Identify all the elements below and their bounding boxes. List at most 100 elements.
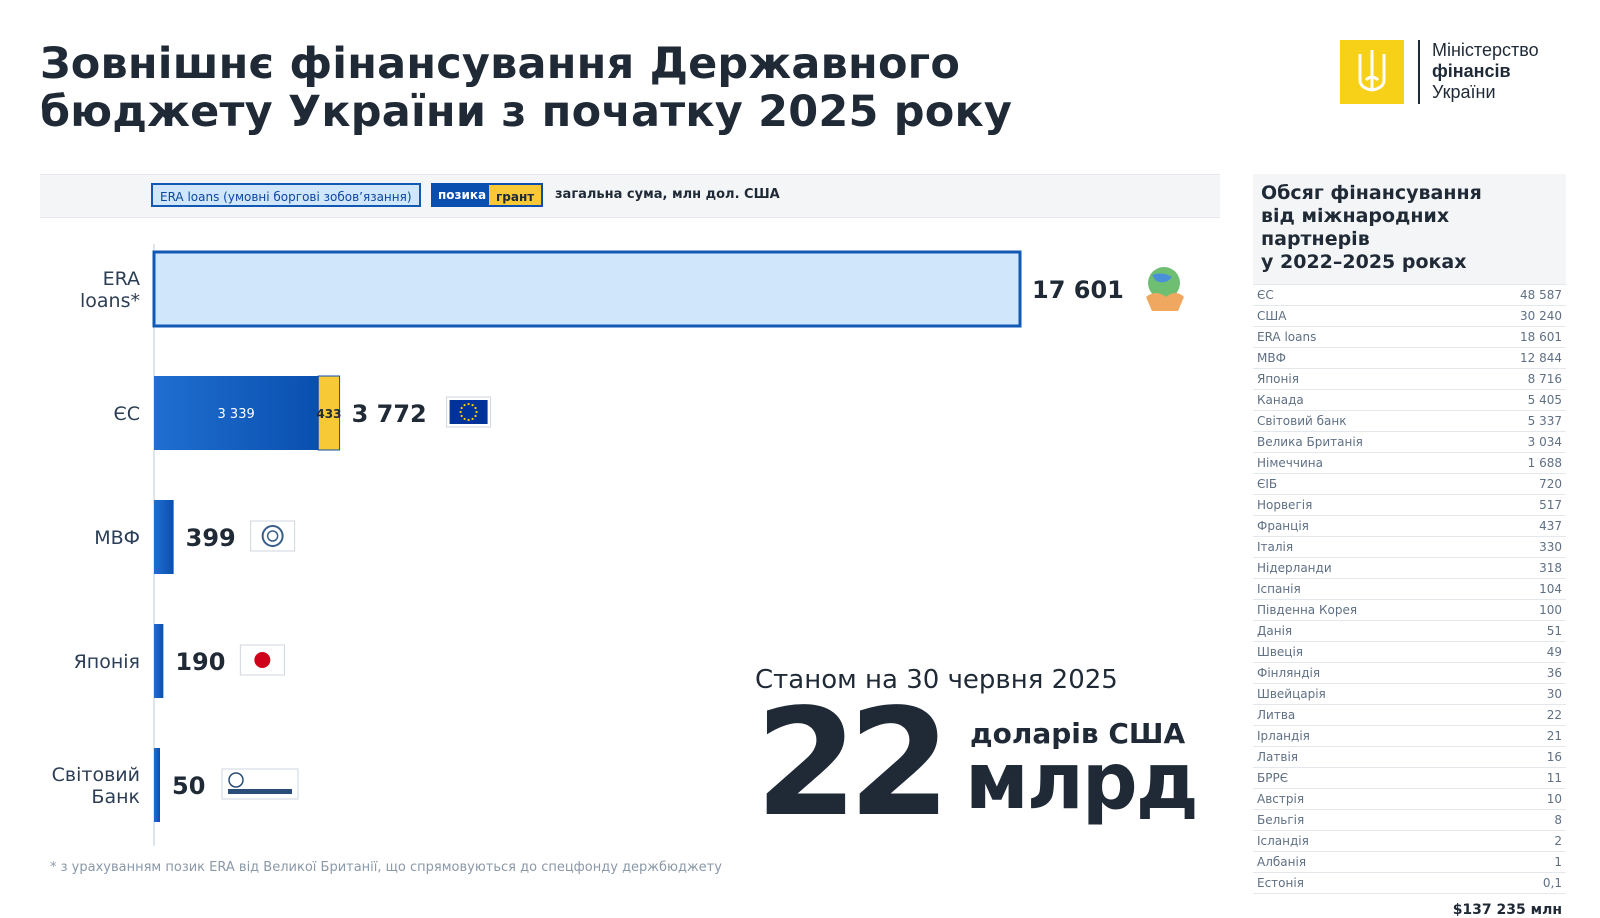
bar-loan [154, 624, 164, 698]
category-label-line: ERA [103, 268, 140, 290]
ministry-name-line-2: фінансів [1432, 61, 1511, 81]
partner-value: 49 [1546, 645, 1562, 659]
category-label-line: МВФ [94, 527, 140, 549]
partner-value: 10 [1546, 792, 1562, 806]
bar-loan [154, 748, 160, 822]
bar-total-label: 50 [172, 772, 205, 800]
category-label-line: Японія [74, 651, 140, 673]
partner-name: БРРЄ [1257, 771, 1289, 785]
partner-name: ERA loans [1257, 330, 1317, 344]
page-title-line-2: бюджету України з початку 2025 року [40, 87, 1013, 137]
partners-title-line-1: Обсяг фінансування [1261, 182, 1482, 204]
partner-name: Естонія [1257, 876, 1304, 890]
partner-name: Франція [1257, 519, 1309, 533]
partners-row: Франція 437 [1253, 516, 1566, 537]
partner-value: 330 [1539, 540, 1562, 554]
partner-value: 36 [1546, 666, 1562, 680]
category-label-line: ЄС [113, 403, 140, 425]
partner-name: Бельгія [1257, 813, 1305, 827]
partner-value: 517 [1539, 498, 1562, 512]
partners-row: Албанія 1 [1253, 852, 1566, 873]
partner-value: 21 [1546, 729, 1562, 743]
chart-legend: ERA loans (умовні боргові зобов’язання) … [40, 174, 1220, 218]
partners-row: ЄС 48 587 [1253, 285, 1566, 306]
category-label: ЄС [113, 403, 140, 425]
partner-value: 18 601 [1520, 330, 1562, 344]
logo-divider [1418, 40, 1420, 104]
partner-name: Ісландія [1257, 834, 1309, 848]
page-title-line-1: Зовнішнє фінансування Державного [40, 39, 961, 89]
partners-title-line-3: у 2022–2025 роках [1261, 251, 1467, 273]
world-bank-logo-icon [221, 768, 299, 800]
page-title: Зовнішнє фінансування Державного бюджету… [40, 40, 1040, 136]
category-label: Японія [74, 651, 140, 673]
imf-logo-icon [250, 520, 296, 552]
partner-name: Литва [1257, 708, 1296, 722]
bar-total-label: 190 [175, 648, 225, 676]
partners-row: БРРЄ 11 [1253, 768, 1566, 789]
partner-name: ЄС [1257, 288, 1274, 302]
partner-value: 0,1 [1542, 876, 1562, 890]
partner-value: 3 034 [1527, 435, 1562, 449]
partners-row: Ірландія 21 [1253, 726, 1566, 747]
bar-total-label: 3 772 [352, 400, 427, 428]
partner-name: Швеція [1257, 645, 1304, 659]
bar-loan-label: 3 339 [218, 407, 255, 422]
partner-name: Латвія [1257, 750, 1298, 764]
category-label-line: Банк [91, 786, 140, 808]
partner-name: Світовий банк [1257, 414, 1347, 428]
bar-era-loans [152, 250, 1022, 328]
partners-row: Італія 330 [1253, 537, 1566, 558]
partner-value: 5 405 [1527, 393, 1562, 407]
partner-name: Японія [1257, 372, 1299, 386]
legend-era-loans: ERA loans (умовні боргові зобов’язання) [151, 183, 421, 207]
bar-grant-label: 433 [316, 407, 341, 421]
legend-unit-note: загальна сума, млн дол. США [555, 187, 780, 202]
partner-value: 5 337 [1527, 414, 1562, 428]
partners-row: Німеччина 1 688 [1253, 453, 1566, 474]
total-summary: Станом на 30 червня 2025 22 доларів США … [755, 665, 1205, 849]
partner-value: 318 [1539, 561, 1562, 575]
partner-value: 100 [1539, 603, 1562, 617]
partners-row: Південна Корея 100 [1253, 600, 1566, 621]
partners-row: Світовий банк 5 337 [1253, 411, 1566, 432]
partner-name: Південна Корея [1257, 603, 1358, 617]
partners-row: ERA loans 18 601 [1253, 327, 1566, 348]
partners-row: Бельгія 8 [1253, 810, 1566, 831]
partner-name: Албанія [1257, 855, 1307, 869]
japan-flag-icon [239, 644, 285, 676]
partner-value: 2 [1554, 834, 1562, 848]
bar-loan [154, 376, 319, 450]
partners-total: $137 235 млн [1452, 902, 1562, 918]
partners-row: Естонія 0,1 [1253, 873, 1566, 894]
partners-row: Канада 5 405 [1253, 390, 1566, 411]
partners-row: Латвія 16 [1253, 747, 1566, 768]
category-label: ERA loans* [80, 268, 140, 312]
partner-value: 16 [1546, 750, 1562, 764]
partner-value: 30 240 [1520, 309, 1562, 323]
partner-name: МВФ [1257, 351, 1286, 365]
total-currency: доларів США [970, 717, 1186, 750]
partner-value: 8 [1554, 813, 1562, 827]
partners-title-line-2: від міжнародних партнерів [1261, 205, 1450, 250]
partners-row: Швейцарія 30 [1253, 684, 1566, 705]
category-label-line: Світовий [52, 764, 140, 786]
partner-value: 48 587 [1520, 288, 1562, 302]
partners-row: США 30 240 [1253, 306, 1566, 327]
partner-name: США [1257, 309, 1287, 323]
ministry-name-line-3: України [1432, 82, 1496, 102]
partners-row: Фінляндія 36 [1253, 663, 1566, 684]
category-label: МВФ [94, 527, 140, 549]
partners-table-title: Обсяг фінансування від міжнародних партн… [1261, 182, 1558, 274]
category-label-line: loans* [80, 290, 140, 312]
footnote: * з урахуванням позик ERA від Великої Бр… [50, 860, 722, 875]
partner-name: Данія [1257, 624, 1293, 638]
partners-table: Обсяг фінансування від міжнародних партн… [1253, 174, 1566, 918]
partner-value: 11 [1546, 771, 1562, 785]
partners-table-header: Обсяг фінансування від міжнародних партн… [1253, 174, 1566, 284]
partners-list: ЄС 48 587 США 30 240 ERA loans 18 601 МВФ 12 84… [1253, 284, 1566, 894]
partners-row: Японія 8 716 [1253, 369, 1566, 390]
ministry-logo: Міністерство фінансів України [1340, 40, 1570, 106]
trident-icon [1340, 40, 1404, 104]
total-amount: 22 [755, 677, 951, 849]
